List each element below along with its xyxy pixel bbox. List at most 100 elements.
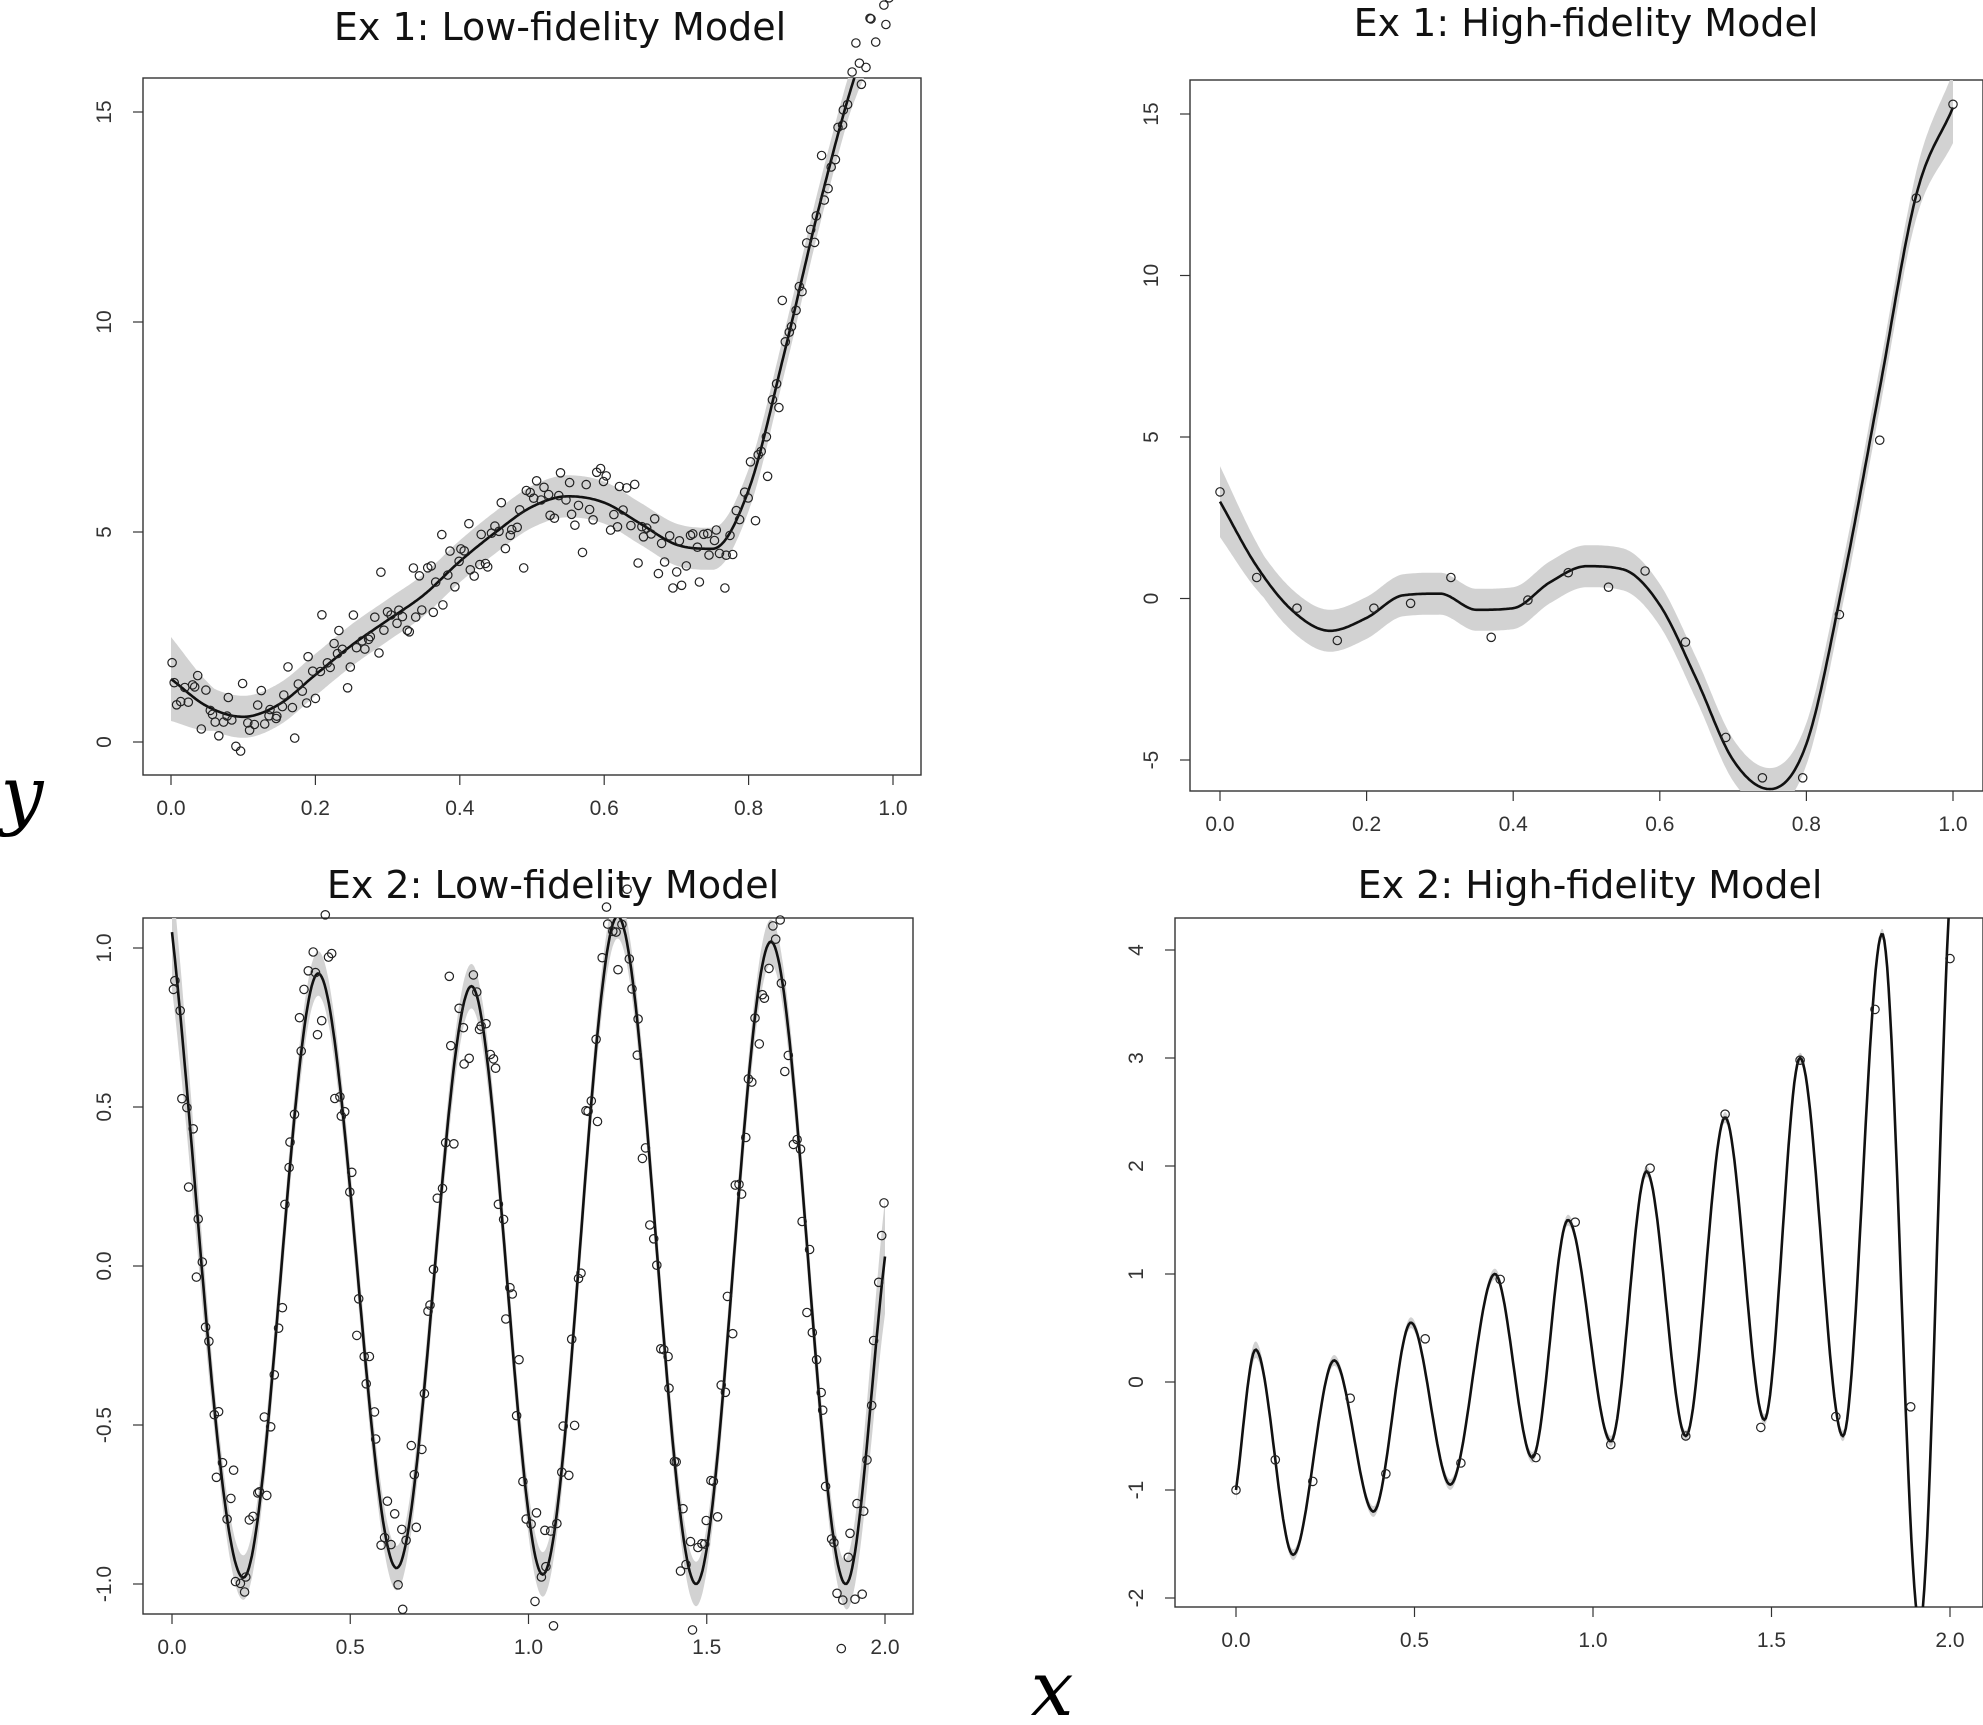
data-point [329, 638, 339, 649]
data-point [389, 1509, 400, 1519]
data-point [795, 1144, 806, 1154]
data-point [595, 463, 606, 474]
data-point [241, 1572, 251, 1582]
x-tick-label: 1.0 [1938, 813, 1967, 836]
data-point [832, 1588, 842, 1599]
data-point [285, 1137, 295, 1147]
y-axis-label: y [0, 749, 45, 838]
data-point [192, 670, 203, 681]
data-point [1795, 1055, 1805, 1065]
data-point [597, 952, 607, 963]
data-point [561, 495, 571, 505]
data-point [514, 504, 525, 515]
data-point [681, 561, 692, 571]
data-point [408, 563, 419, 573]
data-point [167, 657, 177, 668]
data-point [518, 563, 529, 573]
data-point [730, 1180, 741, 1190]
data-point [663, 1351, 673, 1362]
data-point [500, 1314, 511, 1324]
data-point [213, 1406, 224, 1417]
data-point [584, 504, 595, 515]
data-point [442, 570, 453, 580]
data-point [265, 1422, 276, 1432]
data-point [450, 581, 460, 592]
data-point [870, 37, 881, 47]
data-point [656, 538, 667, 549]
data-point [1420, 1334, 1430, 1344]
data-point [685, 1536, 696, 1547]
data-point [586, 1096, 597, 1106]
data-point [1570, 1217, 1580, 1227]
data-point [671, 567, 682, 577]
data-point [569, 1420, 580, 1431]
data-point [805, 224, 816, 235]
data-point [767, 394, 778, 405]
data-point [879, 1198, 889, 1208]
data-point [764, 963, 774, 974]
x-tick-label: 0.2 [1352, 813, 1381, 836]
confidence-band [1220, 80, 1953, 791]
panel-title: Ex 2: High-fidelity Model [1358, 863, 1823, 907]
y-tick-label: 1.0 [93, 933, 116, 962]
data-point [365, 631, 376, 642]
y-tick-label: 5 [93, 526, 116, 538]
data-point [428, 1264, 439, 1275]
x-tick-label: 0.8 [1792, 813, 1821, 836]
data-point [414, 570, 425, 581]
data-point [335, 1092, 345, 1102]
data-point [637, 1153, 648, 1164]
data-point [310, 967, 321, 978]
data-point [222, 1514, 232, 1524]
panel-ex2-high-fidelity: Ex 2: High-fidelity Model 0.0 0.5 1.0 1.5 2.… [1125, 863, 1983, 1652]
data-point [884, 0, 894, 3]
data-point [183, 697, 194, 707]
data-point [759, 993, 770, 1003]
data-point [1721, 732, 1731, 743]
data-point [170, 975, 180, 986]
data-point [861, 62, 871, 73]
y-tick-label: 2 [1125, 1160, 1148, 1172]
data-point [543, 489, 554, 500]
data-point [804, 1244, 815, 1255]
data-point [836, 1643, 847, 1654]
data-point [1251, 572, 1262, 583]
data-point [740, 1132, 751, 1143]
data-point [214, 730, 224, 741]
fitted-line [1218, 106, 1955, 791]
data-point [1495, 1274, 1505, 1285]
data-point [611, 927, 621, 937]
data-point [287, 702, 298, 713]
panel-title: Ex 2: Low-fidelity Model [327, 863, 779, 907]
y-tick-label: 5 [1140, 431, 1163, 443]
data-point [811, 211, 822, 221]
data-point [417, 1444, 427, 1455]
data-point [283, 662, 293, 672]
data-point [646, 529, 656, 539]
x-tick-label: 0.4 [445, 797, 475, 820]
data-point [237, 678, 248, 689]
x-tick-label: 0.5 [1400, 1629, 1429, 1652]
data-point [265, 704, 275, 715]
data-point [386, 1539, 396, 1550]
data-point [876, 1230, 887, 1241]
data-point [308, 947, 318, 957]
data-point [1381, 1469, 1391, 1479]
data-point [382, 1496, 393, 1506]
data-point [837, 120, 848, 130]
data-point [613, 964, 623, 975]
panel-ex2-low-fidelity: Ex 2: Low-fidelity Model 0.0 0.5 1.0 1.5 2.0… [93, 863, 914, 1659]
data-point [228, 1465, 239, 1475]
y-tick-label: 15 [93, 100, 116, 123]
data-point [687, 1625, 698, 1635]
data-point [193, 1214, 203, 1224]
data-point [746, 1077, 757, 1087]
data-point [363, 634, 374, 645]
panel-title: Ex 1: High-fidelity Model [1354, 1, 1819, 45]
data-point [500, 543, 511, 554]
data-point [223, 692, 234, 703]
data-point [829, 1537, 839, 1548]
data-point [770, 934, 781, 944]
data-point [329, 1093, 340, 1104]
data-point [1345, 1393, 1355, 1403]
